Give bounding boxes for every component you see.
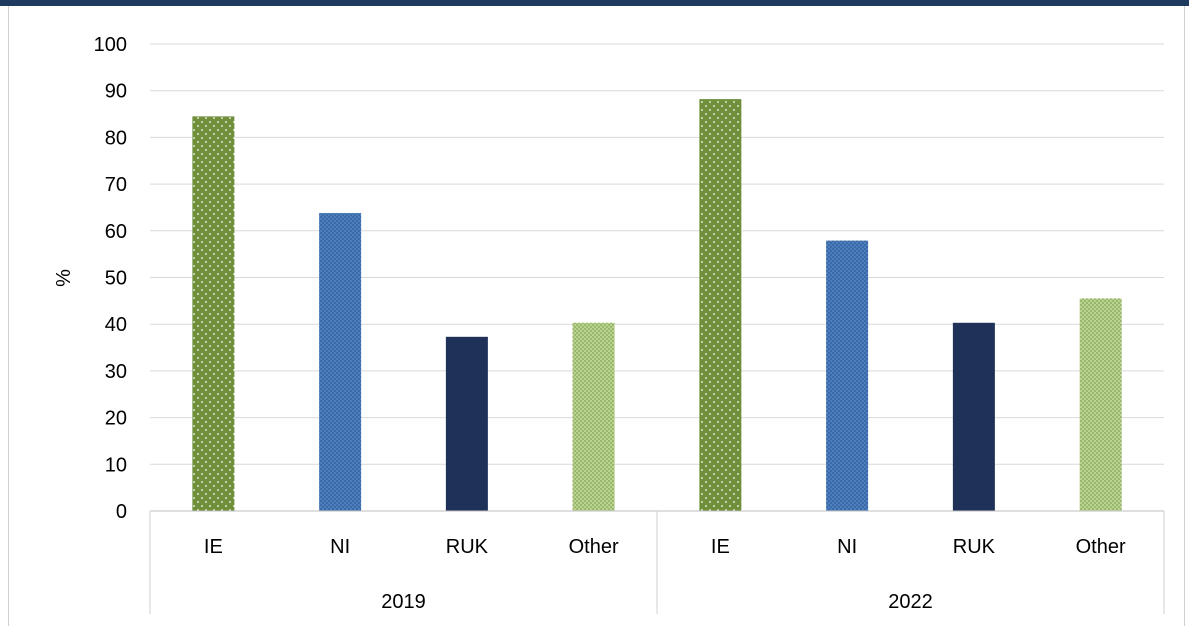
- y-tick-label: 10: [105, 454, 127, 476]
- y-axis-label: %: [53, 269, 75, 287]
- y-axis-ticks: 0 10 20 30 40 50 60 70 80 90 100: [94, 34, 127, 523]
- y-tick-label: 30: [105, 361, 127, 383]
- bar-2022-ruk: [952, 322, 995, 511]
- y-tick-label: 50: [105, 268, 127, 290]
- x-category-label: IE: [204, 536, 223, 558]
- y-tick-label: 90: [105, 81, 127, 103]
- bar-2022-ni: [826, 240, 869, 511]
- bar-2022-ie: [699, 99, 742, 511]
- y-tick-label: 0: [116, 501, 127, 523]
- x-category-label: IE: [711, 536, 730, 558]
- x-category-label: RUK: [446, 536, 489, 558]
- x-axis: IE NI RUK Other 2019 IE NI RUK Other 2022: [149, 510, 1165, 614]
- gridlines: [150, 43, 1164, 465]
- top-border: [0, 0, 1189, 6]
- chart-frame: [8, 6, 1185, 626]
- bar-2022-other: [1079, 298, 1122, 511]
- bar-2019-ie: [192, 116, 235, 511]
- y-tick-label: 80: [105, 127, 127, 149]
- bar-2019-ni: [319, 213, 362, 511]
- bar-2019-ruk: [445, 336, 488, 511]
- y-tick-label: 70: [105, 174, 127, 196]
- x-category-label: Other: [569, 536, 619, 558]
- bars: [192, 99, 1122, 511]
- x-category-label: NI: [330, 536, 350, 558]
- x-group-label: 2019: [381, 591, 426, 613]
- x-category-label: NI: [837, 536, 857, 558]
- x-category-label: Other: [1076, 536, 1126, 558]
- y-tick-label: 40: [105, 314, 127, 336]
- y-tick-label: 100: [94, 34, 127, 56]
- bar-2019-other: [572, 322, 615, 511]
- x-category-label: RUK: [953, 536, 996, 558]
- x-group-label: 2022: [888, 591, 933, 613]
- y-tick-label: 60: [105, 221, 127, 243]
- y-tick-label: 20: [105, 408, 127, 430]
